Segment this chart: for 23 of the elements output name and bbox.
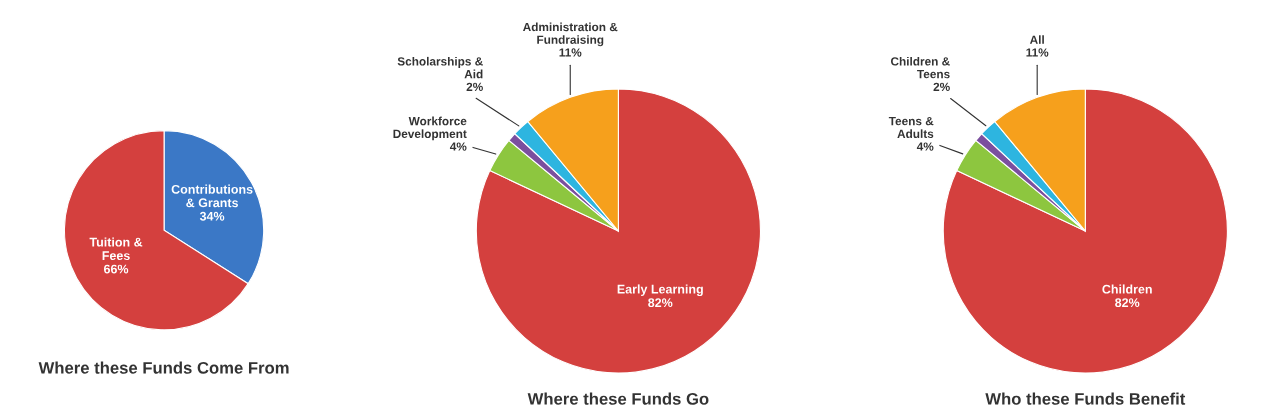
data-label: 11% xyxy=(1026,48,1049,57)
slice-label: All xyxy=(1029,35,1044,44)
slice-label: Administration & Fundraising xyxy=(522,22,618,47)
slice-label: Tuition & Fees xyxy=(89,237,143,261)
text: Who these Funds Benefit xyxy=(985,392,1186,405)
text: Where these Funds Come From xyxy=(38,361,289,374)
data-label: 34% xyxy=(199,211,225,221)
data-label: 4% xyxy=(449,142,467,151)
slice-label: Early Learning xyxy=(617,284,703,297)
data-label: 2% xyxy=(466,82,483,91)
text: Where these Funds Go xyxy=(527,392,709,405)
slice-label: Children xyxy=(1102,284,1152,294)
slice-label: Workforce Development xyxy=(393,116,467,141)
data-label: 66% xyxy=(103,264,129,274)
slice-label: Teens & Adults xyxy=(888,116,934,138)
data-label: 82% xyxy=(1115,298,1140,308)
data-label: 2% xyxy=(933,82,950,91)
slice-label: Contributions & Grants xyxy=(171,184,253,208)
data-label: 11% xyxy=(559,48,582,57)
data-label: 4% xyxy=(916,142,934,151)
data-label: 82% xyxy=(648,298,673,308)
slice-label: Scholarships & Aid xyxy=(397,56,483,79)
slice-label: Children & Teens xyxy=(890,56,950,79)
